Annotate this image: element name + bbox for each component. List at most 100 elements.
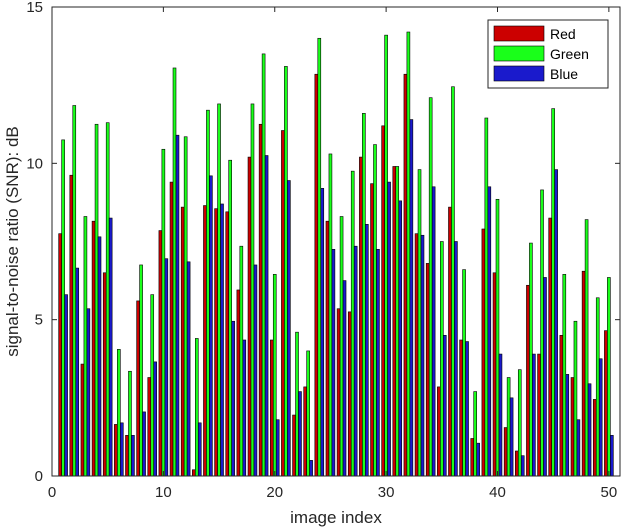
bar-red-47 [570,377,575,477]
bar-green-33 [417,169,422,477]
bar-blue-2 [75,267,80,477]
legend: Red Green Blue [487,19,609,89]
y-tick-label-15: 15 [26,0,43,16]
bar-red-44 [537,353,541,477]
x-tick-label-30: 30 [378,484,395,501]
bar-red-20 [269,339,274,477]
bar-red-26 [336,308,341,477]
ticks-layer: 0 10 20 30 40 50 0 5 10 15 [26,0,620,501]
bar-red-43 [526,284,530,477]
bar-green-25 [328,153,333,477]
bar-red-45 [548,217,552,477]
bar-blue-17 [242,339,247,477]
bar-blue-9 [153,361,157,477]
bar-red-17 [236,289,241,477]
bar-blue-34 [431,186,436,477]
bar-green-2 [72,105,77,477]
bar-green-14 [206,109,210,477]
bar-red-12 [180,206,185,477]
bar-green-36 [451,86,455,477]
bar-red-25 [325,220,330,477]
bar-red-8 [136,300,140,477]
bar-blue-38 [476,442,480,477]
bar-red-10 [158,230,163,477]
bar-blue-16 [231,320,235,477]
bar-red-34 [425,263,430,477]
bar-green-45 [551,108,555,477]
bar-blue-41 [509,397,514,477]
bar-green-49 [595,297,600,477]
bar-blue-4 [97,236,102,477]
bar-green-32 [406,31,411,477]
bar-blue-37 [465,341,469,477]
bar-red-39 [481,228,486,477]
bar-blue-10 [164,258,169,477]
bar-blue-29 [376,249,380,477]
bar-blue-14 [209,175,213,477]
bar-green-44 [540,189,544,477]
bar-green-31 [395,166,400,477]
bar-red-29 [370,183,374,477]
bar-red-6 [114,424,118,477]
bar-blue-36 [454,241,458,477]
bar-blue-32 [409,119,414,477]
legend-swatch-red [493,25,545,42]
bar-blue-12 [186,261,191,477]
bar-blue-19 [264,155,269,477]
x-tick-label-0: 0 [48,484,56,501]
bar-green-6 [117,349,121,477]
bar-red-40 [492,272,497,477]
bar-blue-6 [120,422,124,477]
bar-red-27 [347,311,352,477]
bar-red-41 [503,427,508,477]
x-tick-label-40: 40 [489,484,506,501]
bar-blue-42 [520,455,525,477]
bar-blue-11 [175,134,180,477]
bar-red-16 [225,211,230,477]
y-tick-label-10: 10 [26,155,43,172]
legend-label-green: Green [550,46,589,62]
bar-green-23 [306,350,310,477]
bar-green-19 [261,53,266,477]
bar-blue-18 [253,264,258,477]
x-tick-label-20: 20 [266,484,283,501]
x-tick-label-50: 50 [601,484,618,501]
bar-blue-48 [587,383,592,477]
bar-green-24 [317,37,322,477]
bar-green-37 [462,269,466,477]
bar-green-26 [339,216,344,477]
bar-blue-45 [554,169,558,477]
bar-red-24 [314,73,319,477]
bar-red-32 [403,73,408,477]
bar-blue-20 [275,419,280,477]
y-tick-label-5: 5 [35,312,43,329]
bar-green-15 [217,103,221,477]
bar-red-37 [459,339,463,477]
bar-green-38 [473,391,478,477]
bar-green-22 [295,331,299,477]
bar-green-41 [506,377,511,477]
legend-label-blue: Blue [550,66,578,82]
bar-red-5 [102,272,107,477]
bar-red-30 [381,125,385,477]
bar-blue-25 [331,249,336,477]
bar-red-11 [169,181,174,477]
bar-blue-13 [197,422,202,477]
bar-green-34 [428,97,433,477]
bar-blue-8 [142,411,146,477]
bar-red-3 [80,363,85,477]
bar-red-46 [559,334,564,477]
x-axis-label: image index [290,508,382,527]
bar-green-7 [128,370,132,477]
bar-blue-23 [309,460,313,477]
bar-blue-50 [610,435,614,477]
bar-red-38 [470,438,475,477]
bar-green-12 [183,136,188,477]
legend-swatch-green [493,45,545,62]
bar-green-18 [250,103,255,477]
bar-green-50 [607,277,611,477]
bar-blue-33 [420,234,425,477]
bar-green-29 [373,144,377,477]
